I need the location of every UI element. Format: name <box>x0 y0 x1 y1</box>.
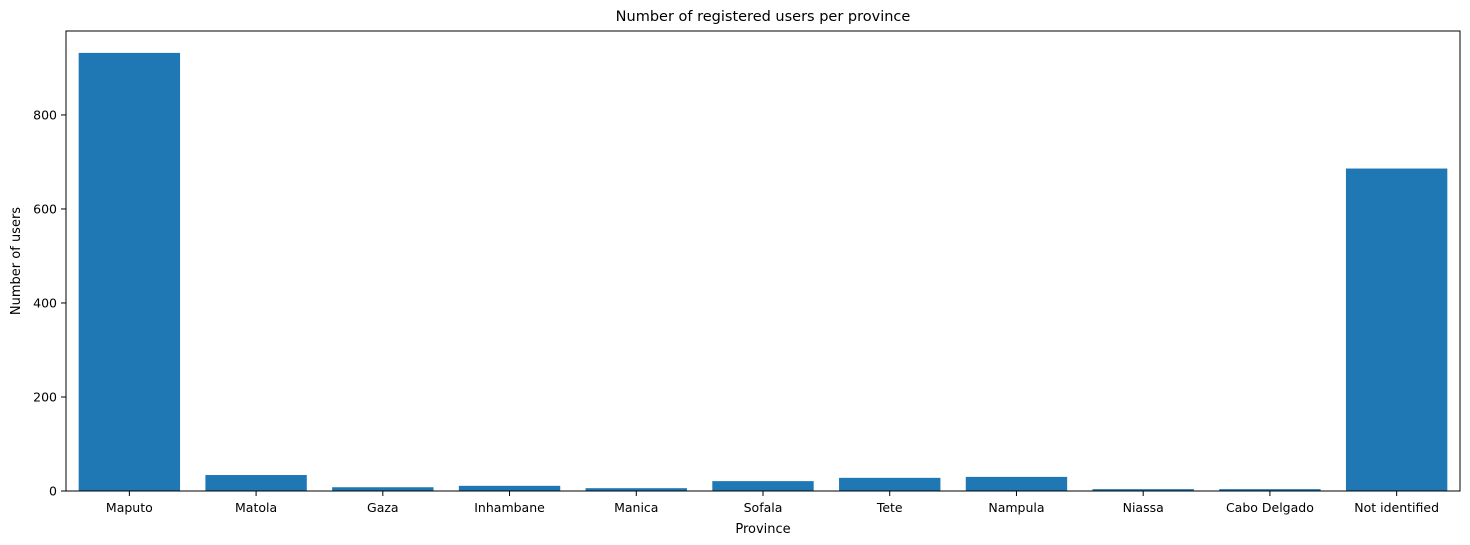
bar-cabo-delgado <box>1219 489 1321 491</box>
x-tick-label: Matola <box>235 500 277 515</box>
bar-nampula <box>965 476 1068 491</box>
axes: Maputo Matola Gaza Inhambane Manica Sofala Tet… <box>33 30 1461 515</box>
bar-sofala <box>712 481 814 491</box>
x-tick-label: Tete <box>876 500 903 515</box>
bar-niassa <box>1092 489 1194 491</box>
x-tick-label: Cabo Delgado <box>1226 500 1314 515</box>
x-tick-label: Inhambane <box>474 500 545 515</box>
bar-matola <box>205 475 307 491</box>
bar-gaza <box>332 487 434 491</box>
y-tick-label: 0 <box>49 484 57 499</box>
x-tick-label: Maputo <box>106 500 153 515</box>
x-tick-label: Sofala <box>744 500 783 515</box>
y-tick-label: 800 <box>33 107 57 122</box>
chart-title: Number of registered users per province <box>616 9 911 25</box>
bar-manica <box>585 488 687 491</box>
y-axis-label: Number of users <box>9 207 24 315</box>
x-tick-label: Manica <box>614 500 658 515</box>
bar-tete <box>839 477 941 491</box>
bar-not-identified <box>1345 168 1448 491</box>
x-tick-label: Gaza <box>367 500 399 515</box>
y-tick-label: 400 <box>33 295 57 310</box>
bars <box>78 52 1448 492</box>
bar-maputo <box>78 52 181 492</box>
bar-inhambane <box>458 485 561 491</box>
x-tick-label: Niassa <box>1123 500 1164 515</box>
y-tick-label: 200 <box>33 389 57 404</box>
x-tick-label: Not identified <box>1354 500 1439 515</box>
y-tick-label: 600 <box>33 201 57 216</box>
x-axis-label: Province <box>735 522 790 537</box>
x-tick-label: Nampula <box>988 500 1044 515</box>
